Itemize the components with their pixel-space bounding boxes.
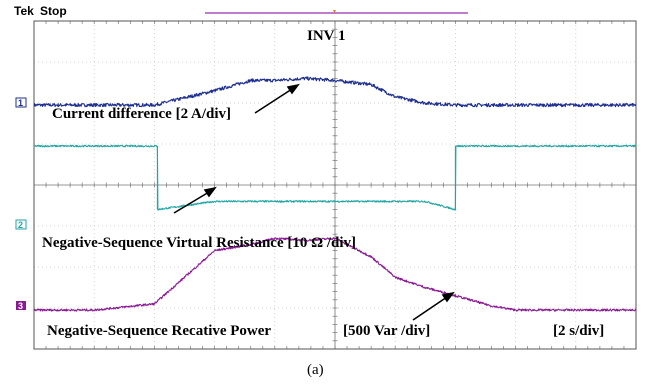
figure-caption: (a) (307, 362, 324, 378)
plot-frame (33, 20, 637, 350)
arrow-power (412, 296, 448, 321)
channel-3-marker: 3 (16, 301, 26, 311)
arrow-current-head (286, 83, 300, 95)
channel-1-marker: 1 (15, 97, 27, 108)
run-state: Stop (40, 4, 67, 18)
svg-text:2: 2 (18, 220, 23, 230)
arrow-resistance (173, 191, 210, 214)
arrow-current (254, 88, 293, 114)
channel-3-scale: [500 Var /div] (343, 323, 430, 339)
channel-3-label: Negative-Sequence Recative Power (47, 323, 271, 339)
trace-channel-2 (33, 144, 637, 211)
svg-text:3: 3 (18, 301, 23, 311)
time-scale-label: [2 s/div] (553, 323, 604, 339)
annotation-arrows (173, 83, 455, 321)
arrow-power-head (441, 291, 455, 303)
channel-1-label: Current difference [2 A/div] (52, 106, 231, 122)
chart-title: INV 1 (307, 28, 345, 44)
traces (33, 76, 637, 312)
trace-channel-1 (33, 76, 637, 108)
svg-text:1: 1 (18, 98, 23, 108)
graticule (33, 20, 637, 350)
channel-2-marker: 2 (15, 219, 27, 230)
trigger-position-marker (333, 10, 336, 13)
trace-channel-3 (33, 237, 637, 312)
scope-brand: Tek (14, 4, 34, 18)
arrow-resistance-head (203, 186, 217, 198)
channel-2-label: Negative-Sequence Virtual Resistance [10… (42, 235, 356, 251)
